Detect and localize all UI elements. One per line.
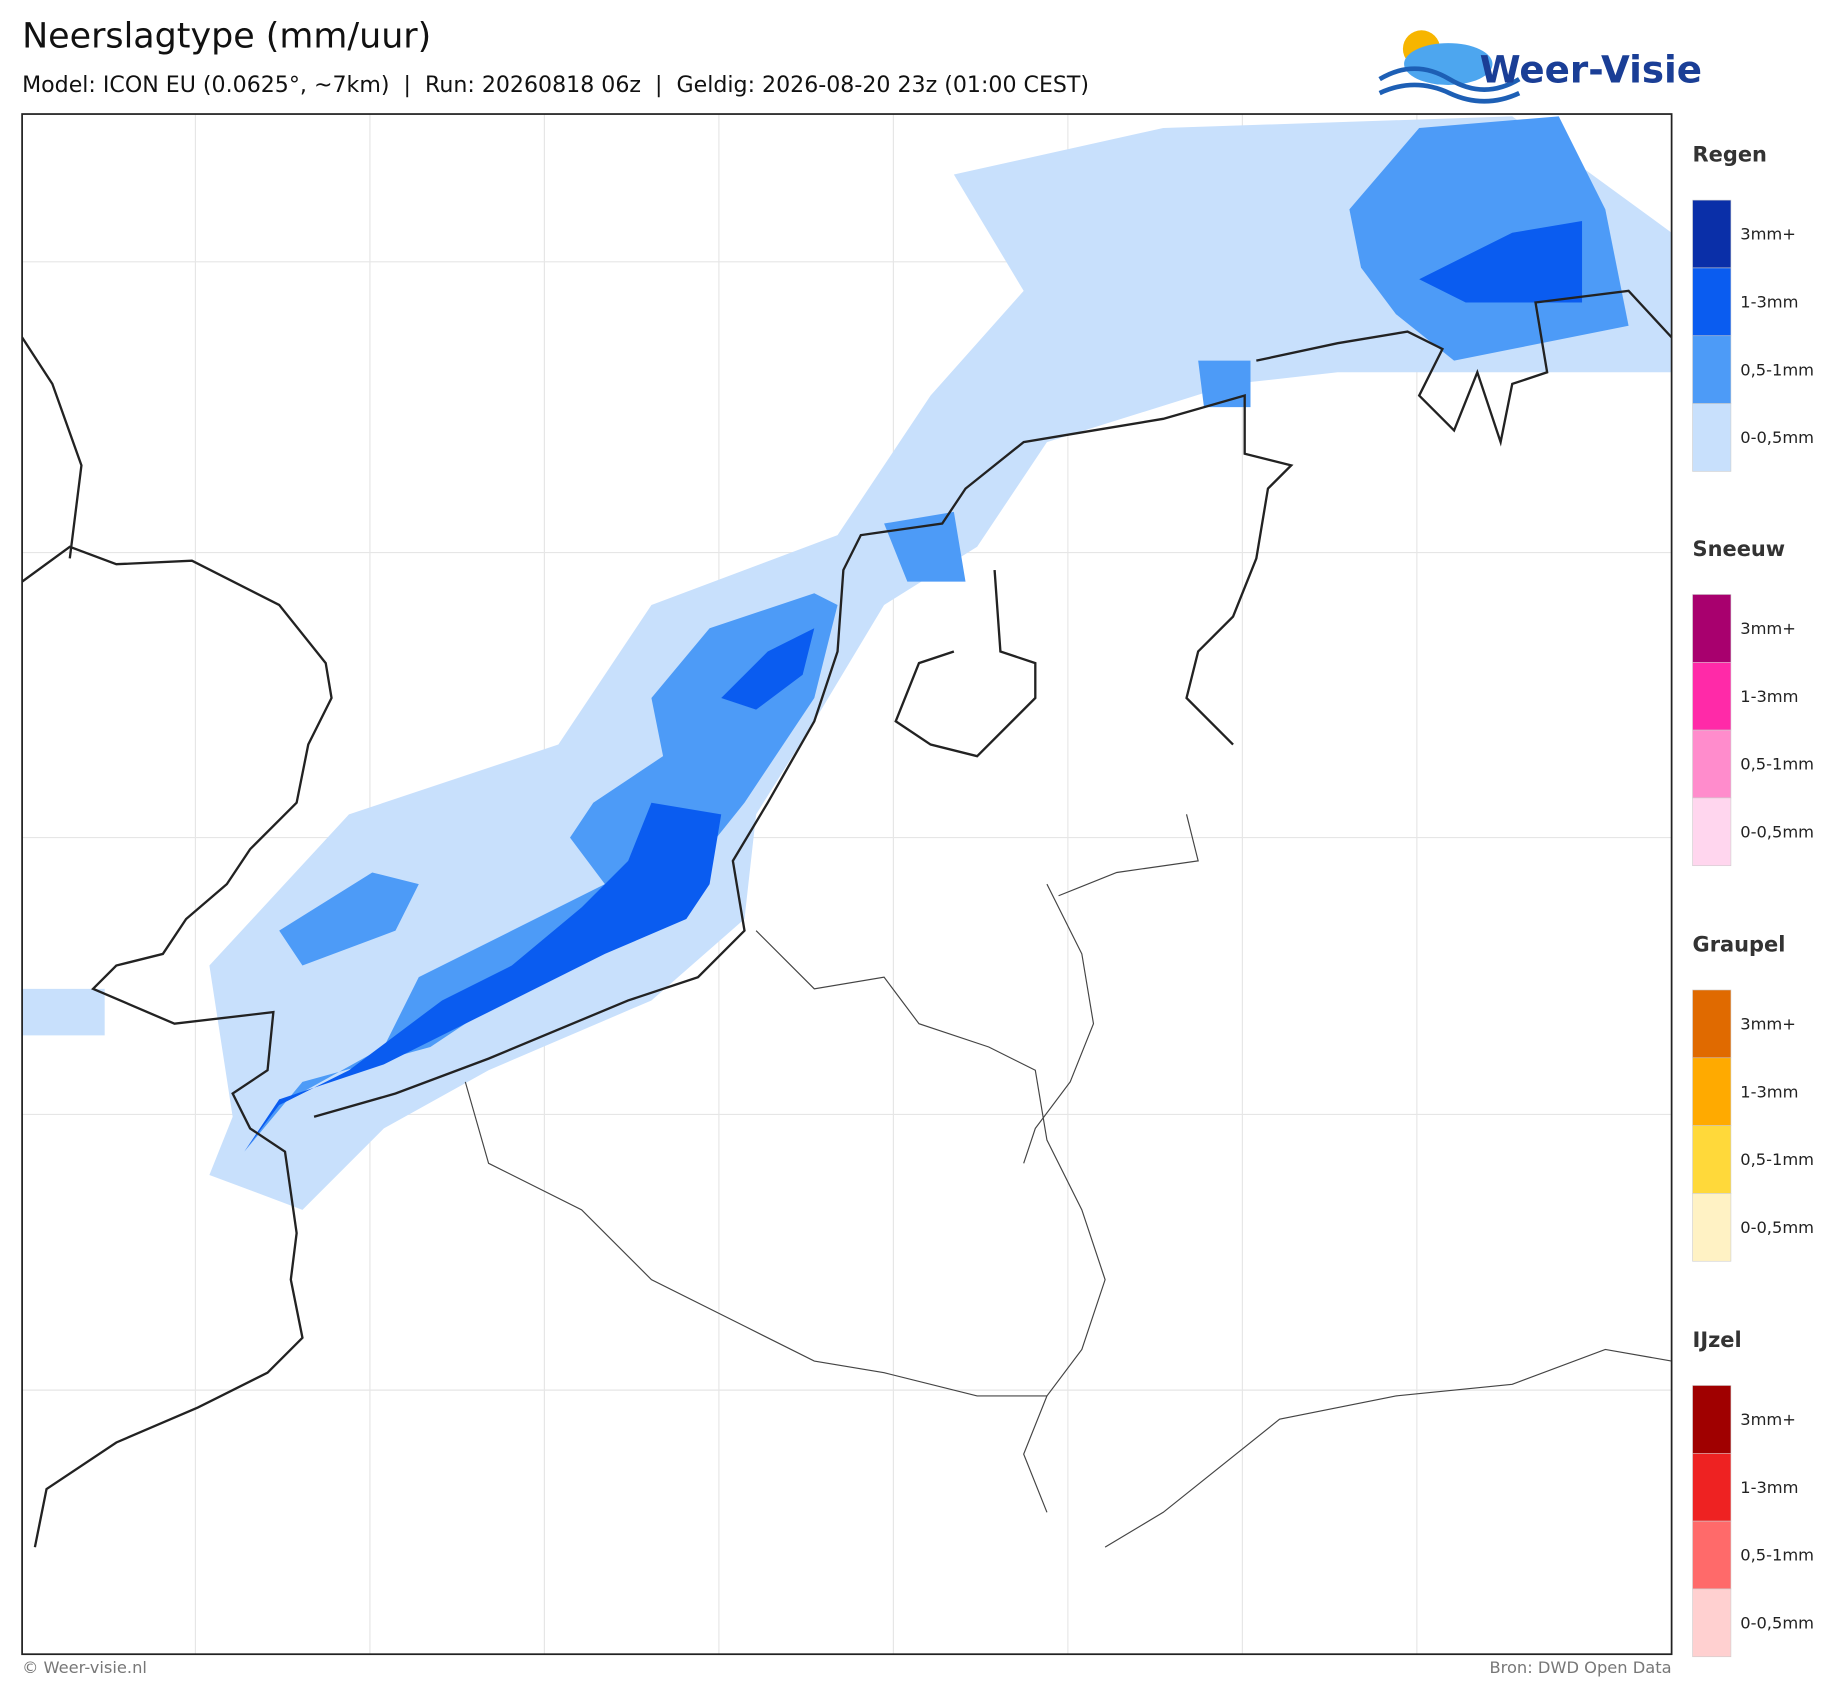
legend-label: 0-0,5mm	[1740, 822, 1814, 841]
legend-title: Regen	[1693, 143, 1767, 167]
legend-label: 1-3mm	[1740, 1082, 1798, 1101]
legend-label: 0,5-1mm	[1740, 755, 1814, 774]
logo: Weer-Visie	[1378, 30, 1702, 104]
legend-label: 1-3mm	[1740, 687, 1798, 706]
legend-swatch	[1692, 1385, 1732, 1454]
legend-label: 3mm+	[1740, 619, 1796, 638]
coastlines	[22, 289, 1672, 1548]
legend-label: 1-3mm	[1740, 292, 1798, 311]
legend-label: 1-3mm	[1740, 1478, 1798, 1497]
source: Bron: DWD Open Data	[1489, 1658, 1671, 1677]
legend-swatch	[1692, 1520, 1732, 1590]
legend-label: 0-0,5mm	[1740, 1218, 1814, 1237]
legend-swatch	[1692, 729, 1732, 799]
legend-swatch	[1692, 1453, 1732, 1522]
legend-swatch	[1692, 1588, 1732, 1658]
title: Neerslagtype (mm/uur)	[22, 17, 431, 57]
legend-swatch	[1692, 1193, 1732, 1262]
borders	[464, 814, 1672, 1548]
subtitle: Model: ICON EU (0.0625°, ~7km) | Run: 20…	[22, 72, 1089, 98]
legend: Regen 3mm+ 1-3mm 0,5-1mm 0-0,5mm Sneeuw 3mm+ 1-…	[1692, 143, 1814, 1658]
legend-swatch	[1692, 1125, 1732, 1194]
legend-label: 0-0,5mm	[1740, 428, 1814, 447]
legend-label: 3mm+	[1740, 1410, 1796, 1429]
legend-label: 0,5-1mm	[1740, 1546, 1814, 1565]
legend-swatch	[1692, 1057, 1732, 1126]
legend-label: 0,5-1mm	[1740, 360, 1814, 379]
legend-swatch	[1692, 594, 1732, 663]
legend-label: 0,5-1mm	[1740, 1150, 1814, 1169]
legend-swatch	[1692, 797, 1732, 867]
legend-swatch	[1692, 661, 1732, 731]
legend-swatch	[1692, 267, 1732, 337]
legend-swatch	[1692, 989, 1732, 1059]
logo-text: Weer-Visie	[1480, 48, 1702, 92]
map	[22, 114, 1672, 1655]
legend-label: 0-0,5mm	[1740, 1613, 1814, 1632]
legend-swatch	[1692, 335, 1732, 404]
legend-label: 3mm+	[1740, 1015, 1796, 1034]
legend-title: Graupel	[1693, 933, 1786, 957]
legend-title: IJzel	[1693, 1328, 1742, 1352]
legend-swatch	[1692, 199, 1732, 269]
legend-title: Sneeuw	[1693, 537, 1786, 561]
legend-label: 3mm+	[1740, 225, 1796, 244]
precipitation	[22, 116, 1672, 1210]
legend-swatch	[1692, 403, 1732, 472]
map-frame	[21, 113, 1673, 1656]
credit: © Weer-visie.nl	[22, 1658, 147, 1677]
